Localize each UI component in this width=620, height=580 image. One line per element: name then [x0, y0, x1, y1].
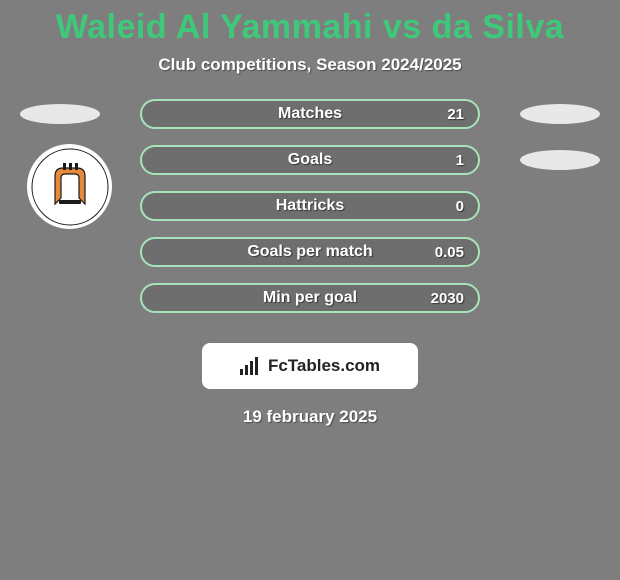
- subtitle: Club competitions, Season 2024/2025: [0, 55, 620, 75]
- ajman-club-logo: [27, 144, 112, 229]
- stat-label: Goals: [288, 151, 332, 169]
- left-ellipse: [20, 104, 100, 124]
- stat-value: 0: [456, 198, 464, 215]
- stat-row: Matches 21: [0, 99, 620, 145]
- stats-area: Matches 21 Goals 1 Hattricks 0 Goals per match…: [0, 99, 620, 329]
- stat-row: Goals per match 0.05: [0, 237, 620, 283]
- date-line: 19 february 2025: [0, 407, 620, 427]
- page-title: Waleid Al Yammahi vs da Silva: [0, 0, 620, 47]
- brand-badge[interactable]: FcTables.com: [202, 343, 418, 389]
- stat-pill: Hattricks 0: [140, 191, 480, 221]
- stat-pill: Goals per match 0.05: [140, 237, 480, 267]
- right-ellipse: [520, 150, 600, 170]
- stat-label: Hattricks: [276, 197, 344, 215]
- right-ellipse: [520, 104, 600, 124]
- stat-value: 2030: [431, 290, 464, 307]
- stat-value: 1: [456, 152, 464, 169]
- stat-label: Matches: [278, 105, 342, 123]
- stat-pill: Min per goal 2030: [140, 283, 480, 313]
- comparison-card: Waleid Al Yammahi vs da Silva Club compe…: [0, 0, 620, 427]
- stat-label: Goals per match: [247, 243, 372, 261]
- stat-value: 0.05: [435, 244, 464, 261]
- stat-label: Min per goal: [263, 289, 357, 307]
- stat-value: 21: [447, 106, 464, 123]
- stat-row: Min per goal 2030: [0, 283, 620, 329]
- bar-chart-icon: [240, 357, 262, 375]
- stat-pill: Matches 21: [140, 99, 480, 129]
- brand-label: FcTables.com: [268, 356, 380, 376]
- stat-pill: Goals 1: [140, 145, 480, 175]
